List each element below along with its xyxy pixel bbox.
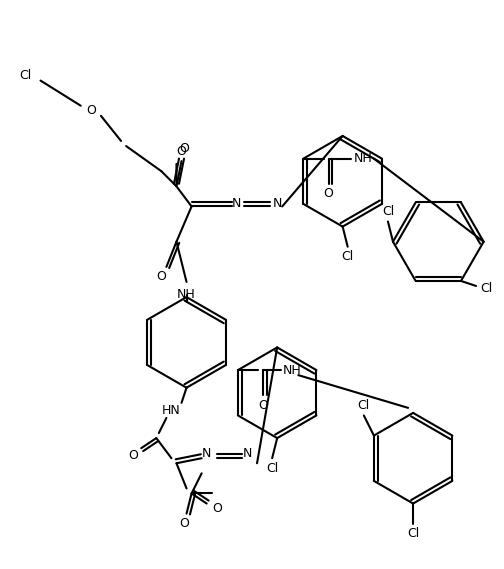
Text: Cl: Cl [480, 282, 492, 295]
Text: NH: NH [283, 364, 302, 377]
Text: Cl: Cl [358, 399, 370, 412]
Text: N: N [202, 447, 211, 460]
Text: O: O [176, 145, 186, 158]
Text: O: O [324, 187, 334, 200]
Text: O: O [86, 104, 96, 117]
Text: O: O [258, 399, 268, 412]
Text: Cl: Cl [382, 205, 394, 218]
Text: N: N [273, 197, 282, 211]
Text: O: O [179, 517, 189, 530]
Text: Cl: Cl [266, 462, 278, 475]
Text: O: O [129, 449, 139, 462]
Text: NH: NH [177, 288, 196, 301]
Text: N: N [242, 447, 251, 460]
Text: Cl: Cl [19, 69, 32, 82]
Text: Cl: Cl [407, 527, 419, 540]
Text: NH: NH [354, 152, 372, 165]
Text: O: O [212, 502, 222, 515]
Text: O: O [179, 142, 189, 155]
Text: O: O [156, 270, 166, 283]
Text: HN: HN [162, 404, 181, 417]
Text: Cl: Cl [342, 250, 354, 263]
Text: N: N [232, 197, 241, 211]
